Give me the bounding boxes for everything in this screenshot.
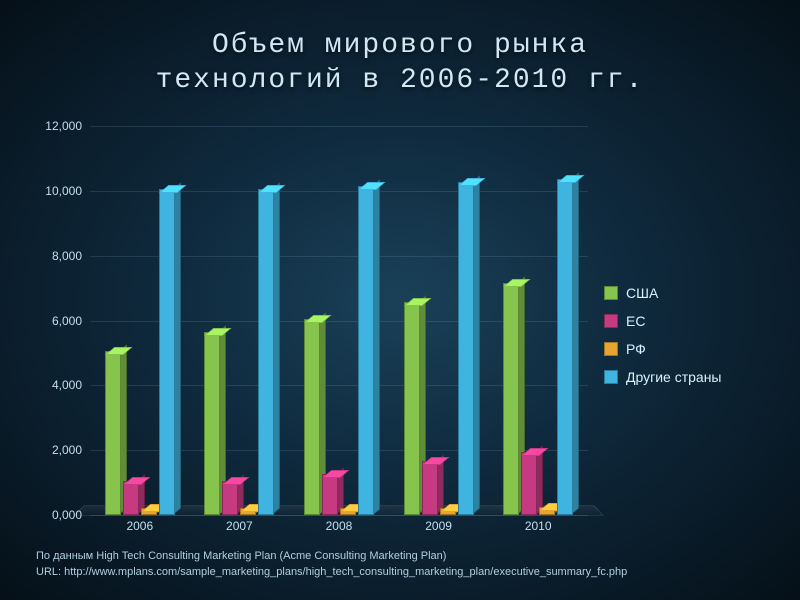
legend-swatch bbox=[604, 342, 618, 356]
bar-group bbox=[493, 126, 583, 515]
bar bbox=[340, 510, 356, 515]
bar bbox=[358, 188, 374, 516]
x-tick-label: 2009 bbox=[394, 519, 484, 543]
legend-item: США bbox=[604, 285, 764, 301]
footnote-source: По данным High Tech Consulting Marketing… bbox=[36, 549, 764, 564]
y-tick-label: 4,000 bbox=[32, 378, 82, 392]
legend-swatch bbox=[604, 314, 618, 328]
bar bbox=[222, 483, 238, 515]
y-tick-label: 0,000 bbox=[32, 508, 82, 522]
legend-label: РФ bbox=[626, 341, 646, 357]
x-tick-label: 2007 bbox=[194, 519, 284, 543]
bar bbox=[322, 476, 338, 515]
legend-item: Другие страны bbox=[604, 369, 764, 385]
slide: Объем мирового рынка технологий в 2006-2… bbox=[0, 0, 800, 600]
bar bbox=[521, 454, 537, 516]
bar bbox=[258, 191, 274, 515]
x-axis-labels: 2006 2007 2008 2009 2010 bbox=[90, 519, 588, 543]
legend-swatch bbox=[604, 370, 618, 384]
x-tick-label: 2010 bbox=[493, 519, 583, 543]
bar bbox=[204, 334, 220, 516]
legend-item: РФ bbox=[604, 341, 764, 357]
legend-item: ЕС bbox=[604, 313, 764, 329]
bar bbox=[503, 285, 519, 515]
bar bbox=[123, 483, 139, 515]
bar bbox=[539, 509, 555, 515]
bar-group bbox=[394, 126, 484, 515]
legend-label: Другие страны bbox=[626, 369, 722, 385]
legend-label: ЕС bbox=[626, 313, 645, 329]
bar bbox=[440, 510, 456, 515]
plot-wrap: 0,0002,0004,0006,0008,00010,00012,000 20… bbox=[36, 126, 588, 543]
bar bbox=[105, 353, 121, 515]
gridline bbox=[90, 515, 588, 516]
chart-title: Объем мирового рынка технологий в 2006-2… bbox=[36, 28, 764, 98]
y-tick-label: 6,000 bbox=[32, 314, 82, 328]
y-tick-label: 10,000 bbox=[32, 184, 82, 198]
x-tick-label: 2008 bbox=[294, 519, 384, 543]
bar bbox=[159, 191, 175, 515]
bar-groups bbox=[90, 126, 588, 515]
y-tick-label: 12,000 bbox=[32, 119, 82, 133]
bar bbox=[557, 181, 573, 515]
bar-group bbox=[95, 126, 185, 515]
bar bbox=[422, 463, 438, 515]
bar bbox=[304, 321, 320, 516]
legend: США ЕС РФ Другие страны bbox=[588, 126, 764, 543]
y-tick-label: 8,000 bbox=[32, 249, 82, 263]
bar bbox=[240, 510, 256, 515]
footnote-url: URL: http://www.mplans.com/sample_market… bbox=[36, 565, 764, 580]
y-tick-label: 2,000 bbox=[32, 443, 82, 457]
chart: 0,0002,0004,0006,0008,00010,00012,000 20… bbox=[36, 126, 764, 543]
bar bbox=[404, 304, 420, 515]
legend-swatch bbox=[604, 286, 618, 300]
footnotes: По данным High Tech Consulting Marketing… bbox=[36, 549, 764, 580]
bar bbox=[141, 510, 157, 515]
legend-label: США bbox=[626, 285, 658, 301]
plot: 0,0002,0004,0006,0008,00010,00012,000 bbox=[90, 126, 588, 515]
bar-group bbox=[294, 126, 384, 515]
x-tick-label: 2006 bbox=[95, 519, 185, 543]
bar-group bbox=[194, 126, 284, 515]
bar bbox=[458, 184, 474, 515]
